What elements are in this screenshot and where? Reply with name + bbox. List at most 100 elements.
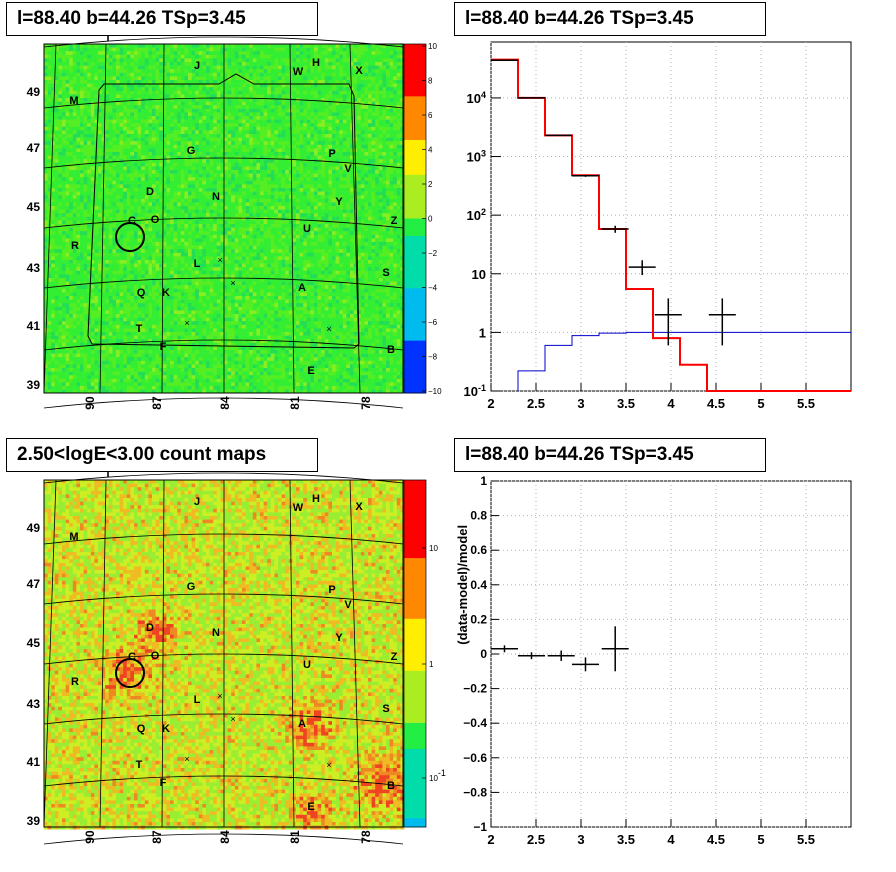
heatmap-cell xyxy=(177,138,181,142)
heatmap-cell xyxy=(166,210,170,214)
heatmap-cell xyxy=(332,177,336,181)
heatmap-cell xyxy=(134,51,138,55)
heatmap-cell xyxy=(102,130,106,134)
heatmap-cell xyxy=(231,58,235,62)
heatmap-cell xyxy=(116,69,120,73)
heatmap-cell xyxy=(73,220,77,224)
heatmap-cell xyxy=(328,91,332,95)
heatmap-cell xyxy=(199,217,203,221)
heatmap-cell xyxy=(170,116,174,120)
heatmap-cell xyxy=(156,123,160,127)
heatmap-cell xyxy=(307,120,311,124)
heatmap-cell xyxy=(242,98,246,102)
heatmap-cell xyxy=(48,109,52,113)
heatmap-cell xyxy=(102,152,106,156)
heatmap-cell xyxy=(202,166,206,170)
heatmap-cell xyxy=(253,174,257,178)
heatmap-cell xyxy=(184,202,188,206)
heatmap-cell xyxy=(206,192,210,196)
heatmap-cell xyxy=(206,123,210,127)
heatmap-cell xyxy=(145,87,149,91)
heatmap-cell xyxy=(235,109,239,113)
heatmap-cell xyxy=(282,62,286,66)
heatmap-cell xyxy=(249,220,253,224)
heatmap-cell xyxy=(224,109,228,113)
heatmap-cell xyxy=(242,195,246,199)
heatmap-cell xyxy=(48,84,52,88)
heatmap-cell xyxy=(105,138,109,142)
heatmap-cell xyxy=(66,217,70,221)
heatmap-cell xyxy=(246,163,250,167)
heatmap-cell xyxy=(285,130,289,134)
heatmap-cell xyxy=(372,109,376,113)
heatmap-cell xyxy=(123,134,127,138)
heatmap-cell xyxy=(44,195,48,199)
heatmap-cell xyxy=(120,73,124,77)
heatmap-cell xyxy=(159,210,163,214)
heatmap-cell xyxy=(98,156,102,160)
heatmap-cell xyxy=(148,127,152,131)
heatmap-cell xyxy=(321,80,325,84)
heatmap-cell xyxy=(109,148,113,152)
heatmap-cell xyxy=(271,163,275,167)
heatmap-cell xyxy=(134,112,138,116)
heatmap-cell xyxy=(48,87,52,91)
heatmap-cell xyxy=(231,102,235,106)
heatmap-cell xyxy=(397,188,401,192)
heatmap-cell xyxy=(94,51,98,55)
heatmap-cell xyxy=(174,188,178,192)
heatmap-cell xyxy=(206,76,210,80)
heatmap-cell xyxy=(87,213,91,217)
heatmap-cell xyxy=(332,174,336,178)
heatmap-cell xyxy=(246,102,250,106)
heatmap-cell xyxy=(217,91,221,95)
heatmap-cell xyxy=(328,127,332,131)
heatmap-cell xyxy=(44,166,48,170)
heatmap-cell xyxy=(87,170,91,174)
heatmap-cell xyxy=(271,62,275,66)
heatmap-cell xyxy=(217,127,221,131)
heatmap-cell xyxy=(282,130,286,134)
heatmap-cell xyxy=(184,76,188,80)
heatmap-cell xyxy=(271,112,275,116)
heatmap-cell xyxy=(332,210,336,214)
heatmap-cell xyxy=(303,202,307,206)
heatmap-cell xyxy=(62,159,66,163)
heatmap-cell xyxy=(242,58,246,62)
heatmap-cell xyxy=(69,195,73,199)
heatmap-cell xyxy=(253,55,257,59)
heatmap-cell xyxy=(76,148,80,152)
heatmap-cell xyxy=(213,141,217,145)
heatmap-cell xyxy=(181,58,185,62)
heatmap-cell xyxy=(346,51,350,55)
heatmap-cell xyxy=(138,51,142,55)
heatmap-cell xyxy=(181,170,185,174)
heatmap-cell xyxy=(361,98,365,102)
heatmap-cell xyxy=(260,51,264,55)
heatmap-cell xyxy=(375,130,379,134)
heatmap-cell xyxy=(73,177,77,181)
heatmap-cell xyxy=(73,55,77,59)
heatmap-cell xyxy=(55,87,59,91)
heatmap-cell xyxy=(224,199,228,203)
heatmap-cell xyxy=(112,148,116,152)
heatmap-cell xyxy=(134,170,138,174)
heatmap-cell xyxy=(44,192,48,196)
heatmap-cell xyxy=(267,220,271,224)
heatmap-cell xyxy=(184,134,188,138)
heatmap-cell xyxy=(336,44,340,48)
heatmap-cell xyxy=(109,76,113,80)
heatmap-cell xyxy=(206,195,210,199)
heatmap-cell xyxy=(318,156,322,160)
heatmap-cell xyxy=(361,127,365,131)
heatmap-cell xyxy=(361,91,365,95)
heatmap-cell xyxy=(62,127,66,131)
heatmap-cell xyxy=(336,192,340,196)
heatmap-cell xyxy=(292,202,296,206)
heatmap-cell xyxy=(44,87,48,91)
heatmap-cell xyxy=(181,120,185,124)
heatmap-cell xyxy=(109,105,113,109)
heatmap-cell xyxy=(264,62,268,66)
heatmap-cell xyxy=(181,62,185,66)
heatmap-cell xyxy=(138,62,142,66)
